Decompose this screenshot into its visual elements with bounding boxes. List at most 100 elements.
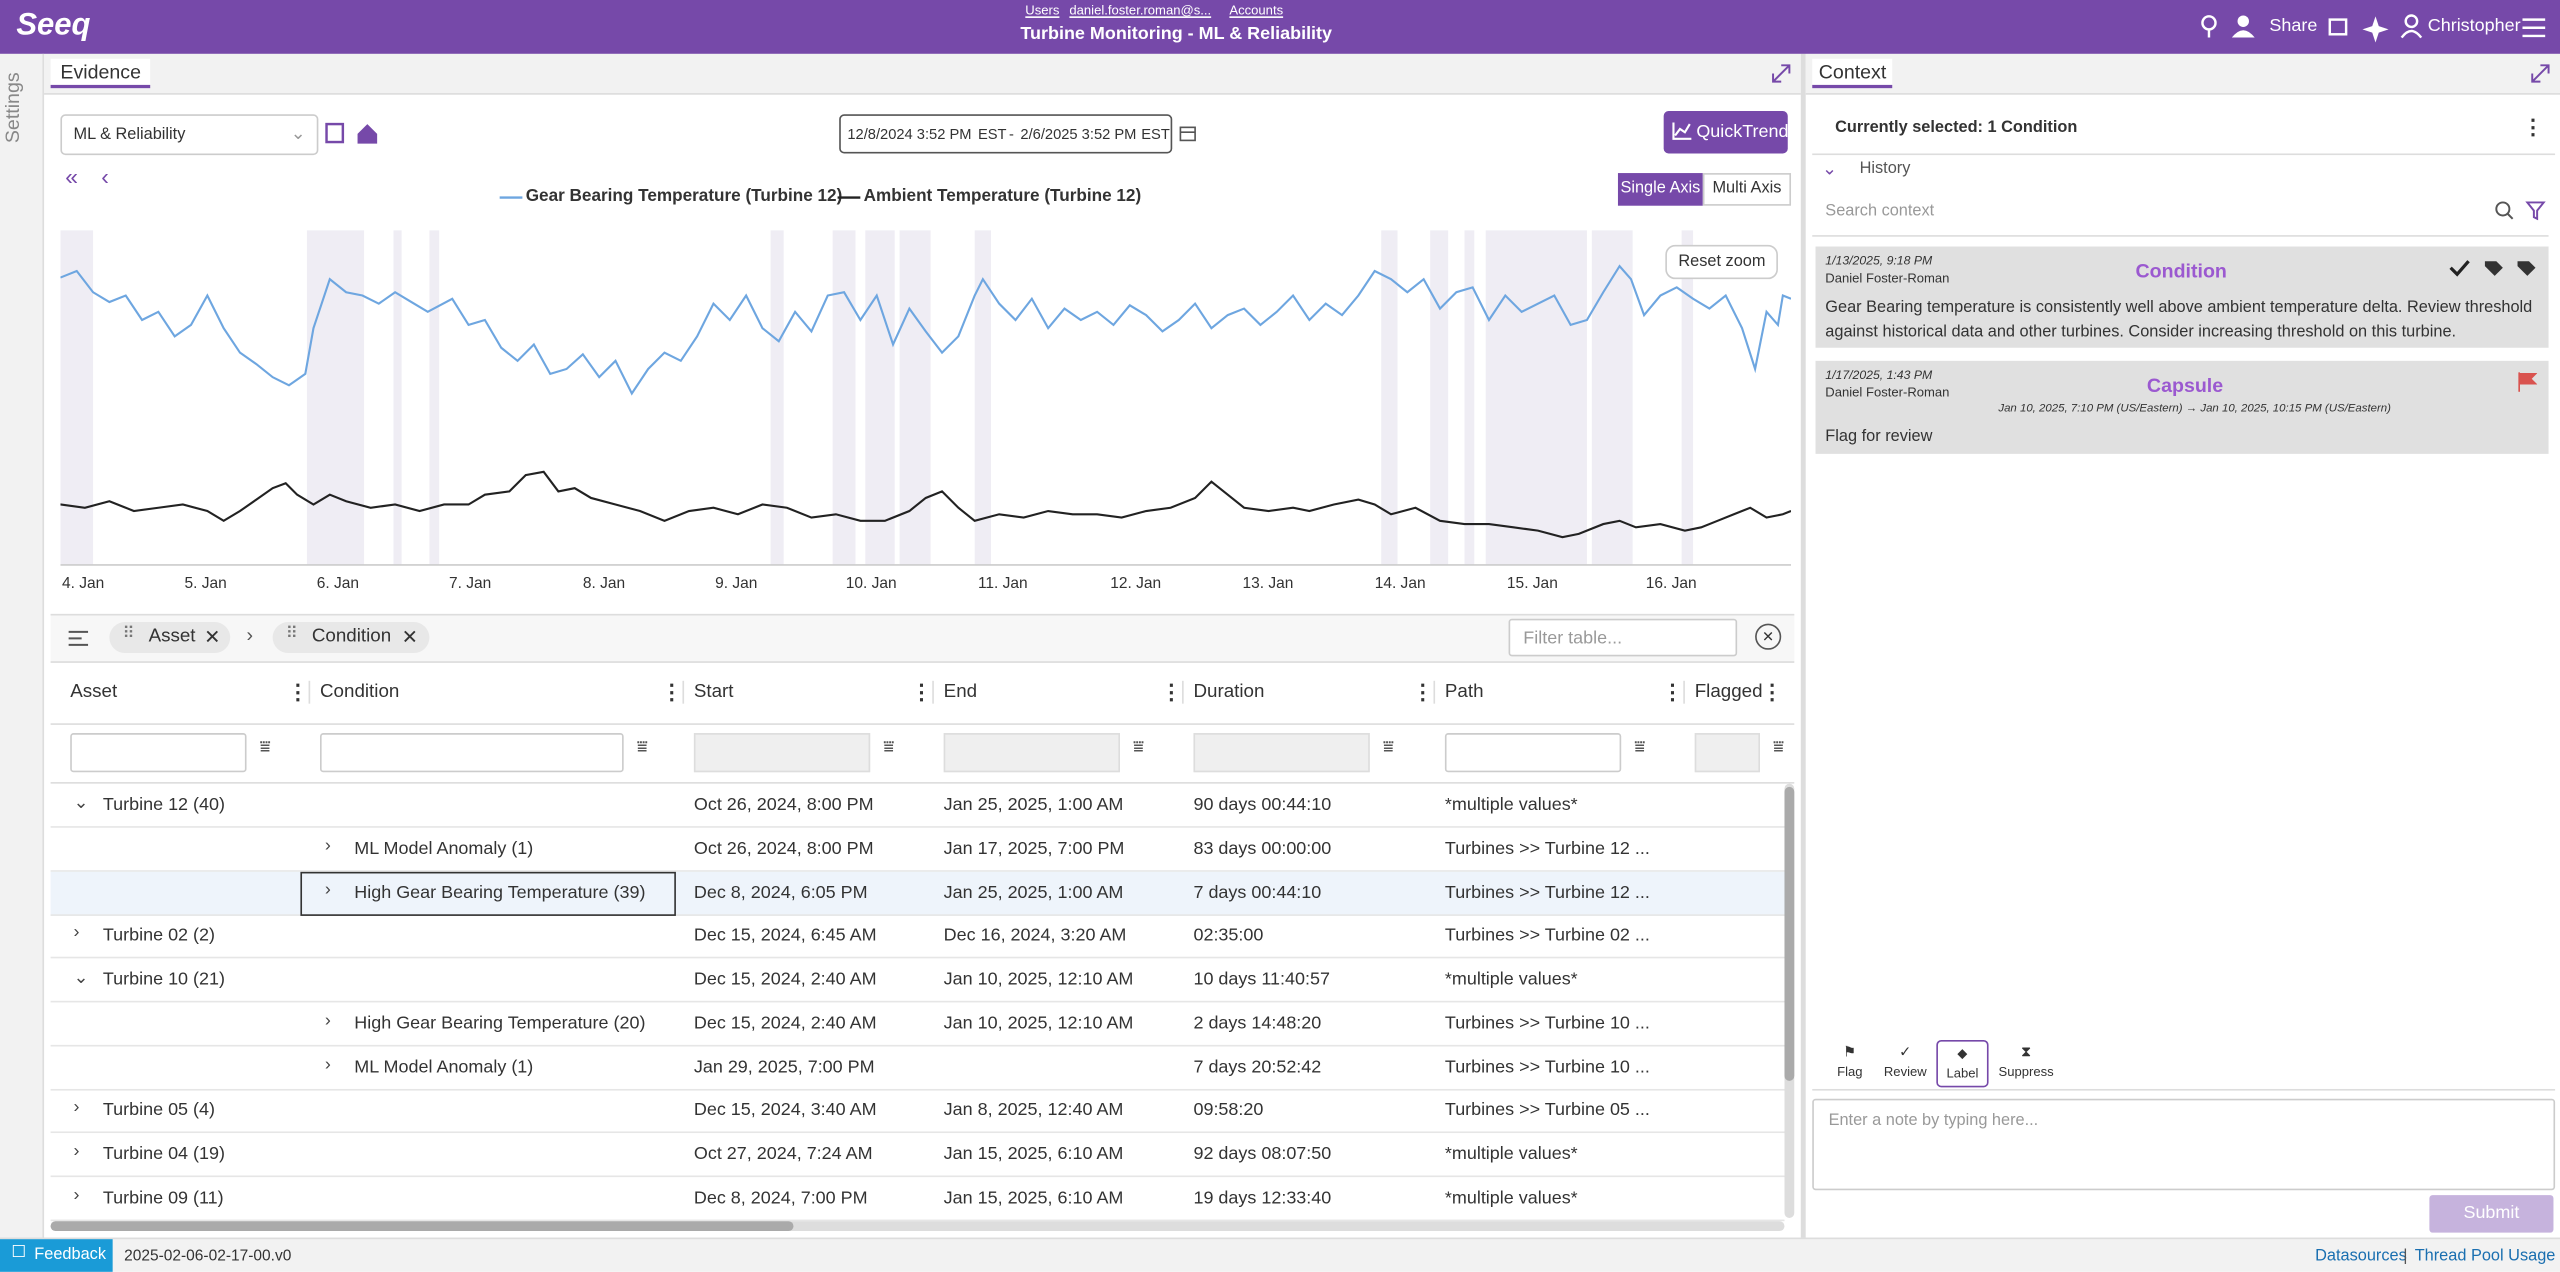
logo[interactable]: Seeq: [16, 8, 91, 43]
expand-toggle[interactable]: ⌄: [73, 968, 89, 988]
note-input[interactable]: Enter a note by typing here...: [1812, 1098, 2556, 1191]
column-menu[interactable]: ⋮: [911, 679, 933, 704]
calendar-icon[interactable]: [1179, 124, 1197, 142]
column-filter-input[interactable]: [319, 733, 624, 773]
breadcrumb-users[interactable]: Users: [1025, 3, 1060, 18]
chip-remove[interactable]: ✕: [401, 625, 419, 649]
multi-axis-button[interactable]: Multi Axis: [1702, 173, 1792, 206]
context-card[interactable]: 1/13/2025, 9:18 PM Daniel Foster-Roman C…: [1815, 246, 2549, 348]
expand-toggle[interactable]: ›: [73, 1141, 80, 1161]
clear-filters[interactable]: ✕: [1755, 623, 1782, 650]
filter-icon[interactable]: ⩸: [883, 737, 895, 758]
column-filter-input[interactable]: [693, 733, 871, 773]
expand-toggle[interactable]: ›: [324, 835, 331, 856]
column-settings-icon[interactable]: [68, 630, 89, 646]
card-author: Daniel Foster-Roman: [1825, 385, 1950, 400]
table-row[interactable]: ⌄ Turbine 12 (40) Oct 26, 2024, 8:00 PM Jan…: [50, 784, 1785, 828]
user-icon[interactable]: [2400, 13, 2423, 39]
filter-icon[interactable]: ⩸: [259, 737, 271, 758]
v-scrollbar[interactable]: [1784, 783, 1795, 1218]
expand-toggle[interactable]: ›: [73, 922, 80, 943]
action-button[interactable]: ✓ Review: [1881, 1040, 1930, 1084]
legend-label[interactable]: Gear Bearing Temperature (Turbine 12): [525, 186, 843, 206]
footer: Feedback ☐ 2025-02-06-02-17-00.v0 Datasou…: [0, 1237, 2560, 1272]
x-tick-label: 15. Jan: [1506, 574, 1558, 593]
table-row[interactable]: › Turbine 09 (11) Dec 8, 2024, 7:00 PM Jan …: [50, 1177, 1785, 1221]
header-icons[interactable]: [2198, 13, 2361, 42]
column-filter-input[interactable]: [1193, 733, 1370, 773]
collapse-button[interactable]: «: [65, 163, 79, 190]
breadcrumb-user[interactable]: daniel.foster.roman@s...: [1069, 3, 1212, 18]
column-filter-input[interactable]: [943, 733, 1120, 773]
column-filter-input[interactable]: [1694, 733, 1760, 773]
legend-label[interactable]: Ambient Temperature (Turbine 12): [863, 186, 1142, 206]
thread-pool-link[interactable]: Thread Pool Usage: [2414, 1247, 2556, 1266]
more-menu[interactable]: ⋮: [2522, 114, 2544, 139]
expand-toggle[interactable]: ›: [73, 1184, 80, 1205]
worksheet-dropdown[interactable]: ML & Reliability ⌄: [60, 114, 319, 156]
chip-remove[interactable]: ✕: [204, 625, 221, 649]
column-menu[interactable]: ⋮: [1412, 679, 1434, 704]
splitter[interactable]: [1800, 53, 1806, 1238]
feedback-button[interactable]: Feedback ☐: [0, 1239, 113, 1272]
action-button[interactable]: ⧗ Suppress: [1995, 1040, 2057, 1084]
header-tools[interactable]: [2327, 13, 2400, 43]
back-button[interactable]: ‹: [101, 163, 109, 190]
search-filter-icons[interactable]: [2495, 201, 2547, 221]
expand-toggle[interactable]: ⌄: [73, 793, 89, 814]
expand-toggle[interactable]: ›: [324, 1053, 331, 1074]
datasources-link[interactable]: Datasources: [2315, 1247, 2407, 1266]
table-row[interactable]: › Turbine 04 (19) Oct 27, 2024, 7:24 AM Jan…: [50, 1133, 1785, 1178]
expand-toggle[interactable]: ›: [324, 879, 331, 899]
filter-table-input[interactable]: Filter table...: [1508, 618, 1738, 657]
menu-icon[interactable]: [2522, 18, 2546, 38]
table-row[interactable]: › Turbine 05 (4) Dec 15, 2024, 3:40 AM Jan …: [50, 1089, 1785, 1134]
expand-icon[interactable]: [2531, 64, 2551, 84]
filter-icon[interactable]: ⩸: [1634, 737, 1646, 758]
submit-button[interactable]: Submit: [2429, 1195, 2554, 1233]
context-card[interactable]: 1/17/2025, 1:43 PM Daniel Foster-Roman C…: [1815, 360, 2549, 454]
single-axis-button[interactable]: Single Axis: [1617, 173, 1703, 206]
expand-icon[interactable]: [1771, 64, 1791, 84]
column-menu[interactable]: ⋮: [1662, 679, 1684, 704]
user-name[interactable]: Christopher: [2427, 16, 2521, 36]
chip[interactable]: ⠿ Asset ✕: [109, 622, 231, 654]
quicktrend-button[interactable]: QuickTrend: [1663, 111, 1788, 154]
action-button[interactable]: ⚑ Flag: [1825, 1040, 1874, 1084]
context-tab[interactable]: Context: [1812, 58, 1893, 89]
chip[interactable]: ⠿ Condition ✕: [272, 622, 430, 654]
filter-icon[interactable]: ⩸: [636, 737, 648, 758]
table-row[interactable]: ⌄ Turbine 10 (21) Dec 15, 2024, 2:40 AM Jan…: [50, 958, 1785, 1003]
history-caret[interactable]: ⌄: [1822, 159, 1838, 180]
table-row[interactable]: › Turbine 02 (2) Dec 15, 2024, 6:45 AM Dec …: [50, 915, 1785, 959]
column-menu[interactable]: ⋮: [1761, 679, 1783, 704]
table-row[interactable]: › High Gear Bearing Temperature (20) Dec 1…: [50, 1002, 1785, 1047]
history-toggle[interactable]: History: [1859, 159, 1911, 178]
table-row[interactable]: › High Gear Bearing Temperature (39) Dec 8…: [50, 871, 1785, 916]
expand-toggle[interactable]: ›: [324, 1010, 331, 1030]
reset-zoom-button[interactable]: Reset zoom: [1665, 244, 1779, 280]
share[interactable]: Share: [2269, 16, 2318, 36]
filter-icon[interactable]: ⩸: [1773, 737, 1785, 758]
date-range[interactable]: 12/8/2024 3:52 PM EST - 2/6/2025 3:52 PM…: [839, 114, 1173, 154]
card-type: Condition: [2135, 259, 2227, 283]
column-filter-input[interactable]: [70, 733, 247, 773]
column-menu[interactable]: ⋮: [1160, 679, 1183, 704]
card-status-icons: [2449, 260, 2536, 277]
column-menu[interactable]: ⋮: [287, 679, 309, 704]
asset-cell: Turbine 09 (11): [102, 1188, 224, 1208]
save-home-icons[interactable]: [325, 122, 390, 145]
column-menu[interactable]: ⋮: [661, 679, 683, 704]
h-scrollbar[interactable]: [50, 1221, 1785, 1232]
filter-icon[interactable]: ⩸: [1133, 737, 1145, 758]
settings-tab[interactable]: Settings: [1, 72, 24, 144]
search-context[interactable]: Search context: [1825, 202, 1935, 221]
evidence-tab[interactable]: Evidence: [50, 58, 151, 89]
breadcrumb-accounts[interactable]: Accounts: [1229, 3, 1284, 18]
filter-icon[interactable]: ⩸: [1382, 737, 1394, 758]
table-row[interactable]: › ML Model Anomaly (1) Jan 29, 2025, 7:00 …: [50, 1046, 1785, 1090]
expand-toggle[interactable]: ›: [73, 1097, 80, 1118]
column-filter-input[interactable]: [1444, 733, 1622, 773]
action-button[interactable]: ⬥ Label: [1936, 1039, 1989, 1088]
table-row[interactable]: › ML Model Anomaly (1) Oct 26, 2024, 8:00 …: [50, 827, 1785, 872]
